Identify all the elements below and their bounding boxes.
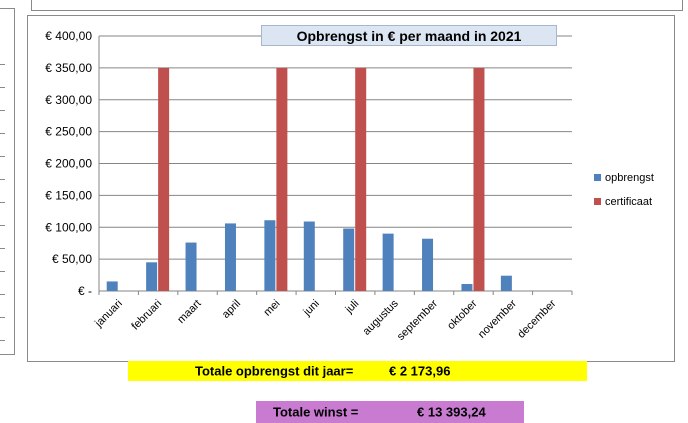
left-panel-tick: [0, 271, 5, 272]
x-tick-label: juni: [301, 298, 322, 319]
x-tick-label: oktober: [445, 297, 480, 332]
bar-certificaat: [276, 67, 288, 291]
x-tick-label: januari: [92, 298, 125, 331]
x-tick-label: mei: [261, 298, 282, 319]
bar-opbrengst: [146, 262, 158, 291]
left-panel-tick: [0, 202, 5, 203]
left-panel-tick: [0, 179, 5, 180]
bar-opbrengst: [303, 221, 315, 291]
y-tick-label: € 300,00: [45, 93, 92, 107]
bar-opbrengst: [422, 238, 434, 291]
left-panel-tick: [0, 248, 5, 249]
bar-opbrengst: [500, 275, 512, 291]
y-tick-label: € 50,00: [52, 252, 92, 266]
total-revenue-value: € 2 173,96: [389, 363, 451, 379]
left-panel-tick: [0, 225, 5, 226]
chart-title: Opbrengst in € per maand in 2021: [261, 25, 557, 46]
top-chart-panel: [31, 0, 683, 11]
x-tick-label: september: [395, 297, 440, 342]
y-tick-label: € 250,00: [45, 125, 92, 139]
y-tick-label: € 150,00: [45, 188, 92, 202]
y-tick-label: € 100,00: [45, 220, 92, 234]
left-panel-tick: [0, 64, 5, 65]
legend-label: opbrengst: [605, 172, 654, 184]
total-profit-label: Totale winst =: [273, 404, 359, 420]
x-tick-label: maart: [175, 298, 203, 326]
x-tick-label: november: [476, 297, 519, 340]
left-panel-tick: [0, 317, 5, 318]
y-tick-label: € 350,00: [45, 61, 92, 75]
bar-opbrengst: [264, 220, 276, 291]
x-tick-label: juli: [343, 298, 362, 317]
total-revenue-label: Totale opbrengst dit jaar=: [195, 363, 354, 379]
total-revenue-banner: Totale opbrengst dit jaar= € 2 173,96: [128, 361, 587, 381]
left-panel-tick: [0, 340, 5, 341]
y-tick-label: € 400,00: [45, 29, 92, 43]
left-panel-tick: [0, 87, 5, 88]
left-panel-tick: [0, 133, 5, 134]
x-tick-label: april: [220, 298, 243, 321]
x-tick-label: december: [515, 297, 558, 340]
left-panel-tick: [0, 156, 5, 157]
legend-label: certificaat: [605, 196, 652, 208]
x-tick-label: februari: [129, 298, 164, 333]
left-panel-tick: [0, 294, 5, 295]
y-tick-label: € 200,00: [45, 157, 92, 171]
bar-opbrengst: [106, 281, 118, 291]
legend-swatch: [594, 198, 601, 205]
x-tick-label: augustus: [361, 297, 401, 337]
bar-opbrengst: [185, 242, 197, 291]
bar-opbrengst: [382, 233, 394, 291]
bar-certificaat: [355, 67, 367, 291]
bar-opbrengst: [224, 223, 236, 291]
y-tick-label: € -: [78, 284, 92, 298]
total-profit-banner: Totale winst = € 13 393,24: [256, 401, 524, 423]
left-panel-tick: [0, 110, 5, 111]
legend-swatch: [594, 174, 601, 181]
bar-certificaat: [158, 67, 170, 291]
left-chart-panel: [0, 8, 15, 355]
bar-opbrengst: [343, 228, 355, 291]
bar-opbrengst: [461, 283, 473, 291]
bar-certificaat: [473, 67, 485, 291]
total-profit-value: € 13 393,24: [417, 404, 486, 420]
